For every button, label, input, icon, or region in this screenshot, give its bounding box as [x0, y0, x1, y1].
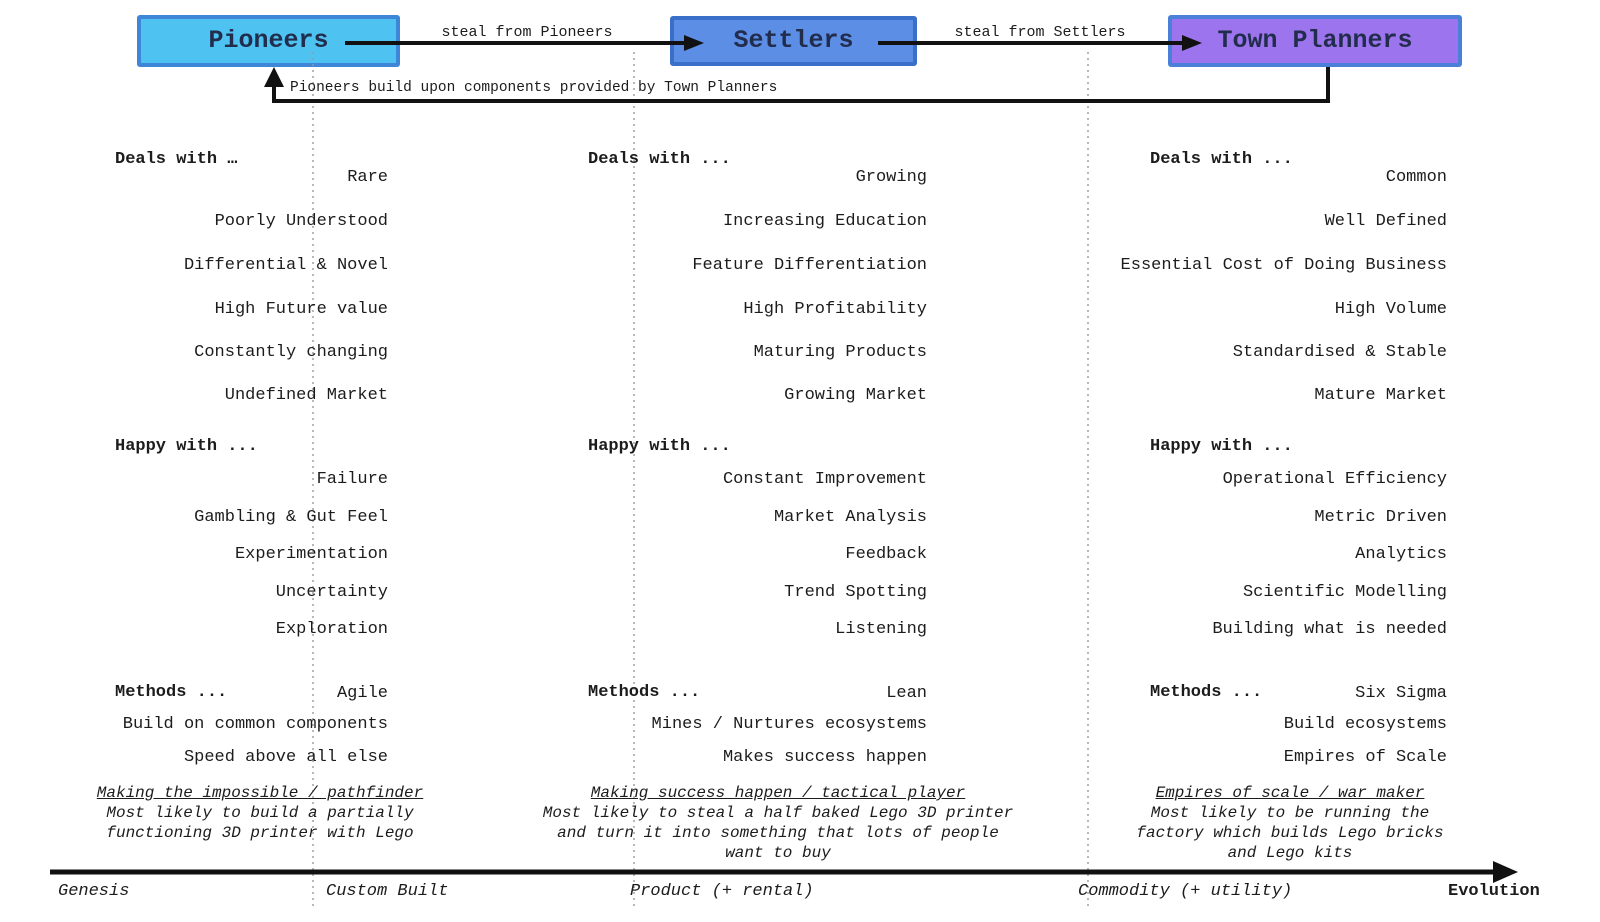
- arrowhead-into-pioneers: [264, 67, 284, 87]
- methods-header: Methods ...: [588, 683, 701, 702]
- list-item: High Future value: [214, 300, 388, 319]
- list-item: Feature Differentiation: [692, 256, 927, 275]
- evolution-axis-arrowhead: [1493, 861, 1518, 883]
- pioneers-tagline: Making the impossible / pathfinder: [96, 784, 424, 802]
- list-item: Well Defined: [1324, 212, 1447, 231]
- happy-with-header: Happy with ...: [588, 437, 731, 456]
- deals-with-header: Deals with ...: [588, 150, 731, 169]
- axis-stage-genesis: Genesis: [58, 882, 130, 901]
- methods-header: Methods ...: [115, 683, 228, 702]
- list-item: Agile: [336, 684, 388, 703]
- list-item: Feedback: [845, 545, 927, 564]
- settlers-box-label: Settlers: [733, 26, 854, 55]
- pioneers-description: Most likely to build a partially functio…: [106, 804, 414, 842]
- list-item: High Profitability: [743, 300, 927, 319]
- pioneers-box-label: Pioneers: [208, 26, 329, 55]
- list-item: Maturing Products: [753, 343, 927, 362]
- settlers-description: Most likely to steal a half baked Lego 3…: [542, 804, 1014, 862]
- settlers-box: Settlers: [670, 16, 917, 66]
- list-item: Essential Cost of Doing Business: [1120, 256, 1447, 275]
- deals-with-header: Deals with …: [115, 150, 238, 169]
- methods-header: Methods ...: [1150, 683, 1263, 702]
- pioneers-box: Pioneers: [137, 15, 400, 67]
- list-item: Poorly Understood: [214, 212, 388, 231]
- list-item: Six Sigma: [1355, 684, 1447, 703]
- list-item: Scientific Modelling: [1242, 583, 1447, 602]
- list-item: Growing: [855, 168, 927, 187]
- list-item: Undefined Market: [224, 386, 388, 405]
- steal-from-settlers-label: steal from Settlers: [954, 24, 1126, 41]
- list-item: Listening: [835, 620, 927, 639]
- town-planners-box-label: Town Planners: [1217, 26, 1413, 55]
- happy-with-header: Happy with ...: [115, 437, 258, 456]
- list-item: Trend Spotting: [784, 583, 927, 602]
- list-item: Operational Efficiency: [1222, 470, 1447, 489]
- axis-stage-commodity: Commodity (+ utility): [1078, 882, 1293, 901]
- list-item: Exploration: [275, 620, 388, 639]
- list-item: Constant Improvement: [722, 470, 927, 489]
- town-planners-box: Town Planners: [1168, 15, 1462, 67]
- list-item: Building what is needed: [1212, 620, 1447, 639]
- list-item: Metric Driven: [1314, 508, 1447, 527]
- list-item: Standardised & Stable: [1232, 343, 1447, 362]
- list-item: Mature Market: [1314, 386, 1447, 405]
- dotted-dividers: [312, 52, 1089, 906]
- list-item: Makes success happen: [722, 748, 927, 767]
- list-item: Growing Market: [784, 386, 927, 405]
- list-item: Speed above all else: [183, 748, 388, 767]
- list-item: Common: [1385, 168, 1447, 187]
- axis-stage-product: Product (+ rental): [630, 882, 814, 901]
- list-item: Rare: [347, 168, 388, 187]
- happy-with-header: Happy with ...: [1150, 437, 1293, 456]
- list-item: Failure: [316, 470, 388, 489]
- list-item: Analytics: [1355, 545, 1447, 564]
- list-item: Build on common components: [122, 715, 388, 734]
- list-item: Gambling & Gut Feel: [194, 508, 388, 527]
- town-planners-description: Most likely to be running the factory wh…: [1136, 804, 1444, 862]
- list-item: Experimentation: [234, 545, 388, 564]
- list-item: Lean: [886, 684, 927, 703]
- list-item: High Volume: [1334, 300, 1447, 319]
- feedback-arrow-label: Pioneers build upon components provided …: [290, 80, 778, 96]
- list-item: Increasing Education: [722, 212, 927, 231]
- settlers-tagline: Making success happen / tactical player: [590, 784, 966, 802]
- list-item: Build ecosystems: [1283, 715, 1447, 734]
- town-planners-tagline: Empires of scale / war maker: [1155, 784, 1425, 802]
- evolution-label: Evolution: [1448, 882, 1540, 901]
- list-item: Constantly changing: [194, 343, 388, 362]
- list-item: Mines / Nurtures ecosystems: [651, 715, 927, 734]
- list-item: Empires of Scale: [1283, 748, 1447, 767]
- steal-from-pioneers-label: steal from Pioneers: [441, 24, 613, 41]
- axis-stage-custom-built: Custom Built: [326, 882, 449, 901]
- list-item: Uncertainty: [275, 583, 388, 602]
- deals-with-header: Deals with ...: [1150, 150, 1293, 169]
- list-item: Differential & Novel: [183, 256, 388, 275]
- list-item: Market Analysis: [773, 508, 927, 527]
